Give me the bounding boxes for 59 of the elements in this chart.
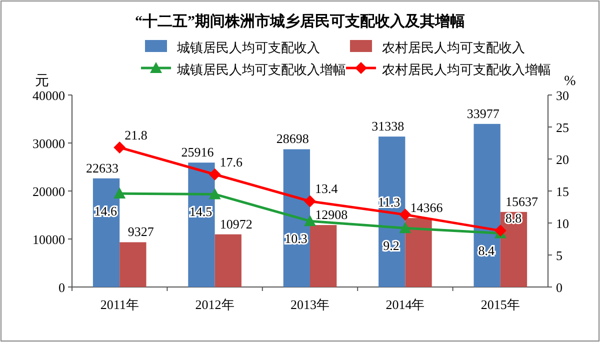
- data-label: 14366: [410, 200, 444, 216]
- x-tick-label: 2014年: [386, 297, 425, 312]
- y2-tick-label: 5: [556, 248, 562, 263]
- data-label: 31338: [372, 118, 404, 134]
- y2-tick-label: 10: [556, 216, 569, 231]
- point: [399, 222, 412, 234]
- x-tick-label: 2011年: [100, 297, 139, 312]
- bar: [120, 242, 146, 287]
- legend-label: 农村居民人均可支配收入增幅: [382, 62, 551, 77]
- legend-label: 农村居民人均可支配收入: [382, 40, 525, 55]
- point: [114, 188, 126, 199]
- data-label: 10972: [220, 216, 252, 232]
- data-label: 10.3: [284, 231, 308, 246]
- data-label: 9.2: [383, 238, 400, 254]
- y-tick-label: 0: [58, 280, 65, 295]
- point: [304, 215, 316, 226]
- y-axis-title: 元: [35, 74, 49, 89]
- data-label: 15637: [505, 194, 538, 209]
- x-tick-label: 2013年: [290, 297, 330, 312]
- data-label: 33977: [466, 106, 500, 121]
- bar: [405, 218, 432, 287]
- y-tick-label: 10000: [32, 232, 65, 247]
- x-tick-label: 2012年: [195, 297, 234, 312]
- data-label: 17.6: [220, 154, 244, 170]
- bar: [310, 225, 337, 287]
- legend-label: 城镇居民人均可支配收入增幅: [176, 62, 346, 77]
- data-label: 12908: [315, 207, 348, 222]
- point: [114, 141, 126, 154]
- point: [208, 188, 221, 200]
- y-tick-label: 20000: [32, 184, 65, 199]
- point: [399, 208, 412, 221]
- y-tick-label: 40000: [32, 88, 65, 103]
- point: [304, 195, 316, 208]
- legend-label: 城镇居民人均可支配收入: [176, 40, 320, 55]
- data-label: 28698: [276, 131, 309, 146]
- data-label: 22633: [86, 160, 119, 176]
- y-tick-label: 30000: [32, 136, 65, 151]
- data-label: 14.5: [189, 204, 212, 220]
- data-label: 9327: [128, 224, 154, 240]
- point: [494, 224, 506, 237]
- data-label: 11.3: [378, 194, 400, 210]
- y2-tick-label: 0: [556, 280, 562, 295]
- data-label: 8.8: [505, 210, 522, 226]
- y2-tick-label: 30: [556, 88, 569, 103]
- data-label: 21.8: [124, 127, 148, 142]
- y2-tick-label: 15: [556, 184, 569, 199]
- data-label: 13.4: [315, 181, 338, 196]
- data-label: 8.4: [478, 243, 496, 258]
- data-label: 25916: [181, 144, 214, 160]
- y2-axis-title: %: [564, 74, 576, 89]
- chart-title: “十二五”期间株洲市城乡居民可支配收入及其增幅: [135, 12, 465, 30]
- x-tick-label: 2015年: [480, 297, 520, 312]
- data-label: 14.6: [94, 204, 118, 219]
- y2-tick-label: 25: [556, 120, 569, 135]
- y2-tick-label: 20: [556, 152, 569, 167]
- bar: [474, 124, 500, 287]
- bar: [92, 178, 120, 287]
- point: [208, 168, 221, 180]
- bar: [214, 234, 242, 287]
